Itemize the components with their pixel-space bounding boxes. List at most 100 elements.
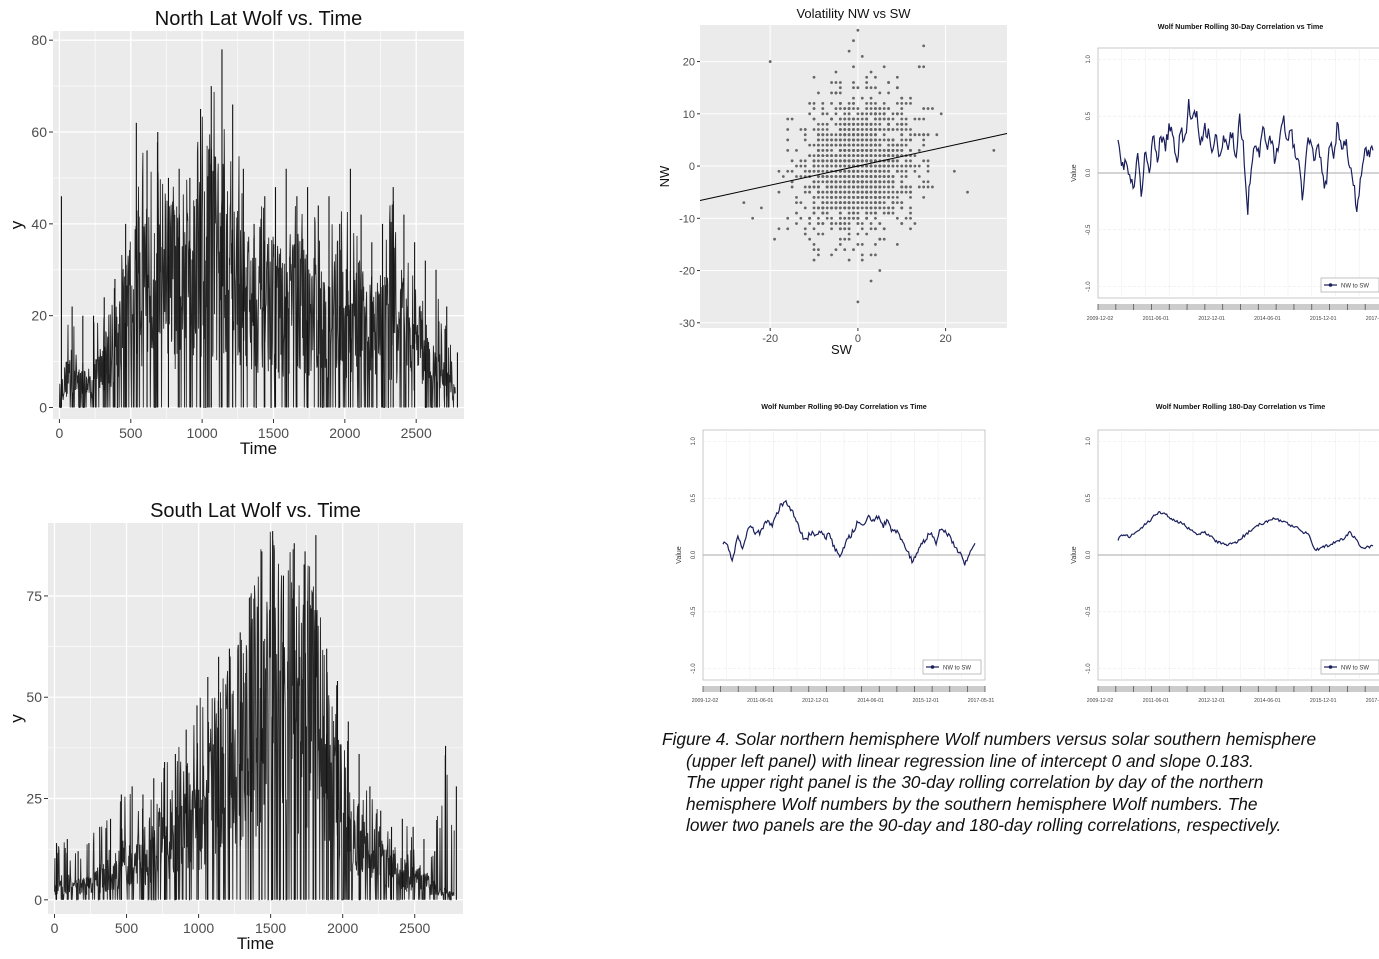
- scatter-point: [856, 243, 860, 246]
- time-range-bar: [1098, 686, 1379, 692]
- scatter-point: [878, 222, 882, 225]
- scatter-point: [865, 107, 869, 110]
- scatter-point: [865, 117, 869, 121]
- rolling-180-day-chart: -1.0 -0.5 0.0 0.5 1.0 2009-12-02 2011-06-01 201…: [1071, 402, 1379, 704]
- scatter-point: [830, 180, 833, 184]
- scatter-point: [860, 148, 864, 152]
- scatter-point: [874, 243, 877, 246]
- scatter-point: [874, 253, 877, 257]
- x-tick-label: 500: [119, 425, 143, 441]
- scatter-point: [838, 122, 842, 126]
- legend-label: NW to SW: [1341, 284, 1369, 290]
- scatter-point: [838, 101, 842, 105]
- scatter-point: [834, 248, 838, 252]
- scatter-point: [825, 201, 829, 205]
- scatter-point: [909, 227, 912, 231]
- scatter-point: [900, 185, 904, 189]
- scatter-point: [874, 169, 877, 173]
- scatter-point: [860, 117, 864, 121]
- scatter-point: [808, 143, 812, 147]
- scatter-point: [882, 154, 886, 158]
- scatter-point: [865, 175, 869, 178]
- correlation-line: [1117, 98, 1374, 215]
- scatter-point: [803, 227, 807, 231]
- scatter-point: [874, 185, 877, 189]
- scatter-point: [856, 112, 860, 116]
- scatter-point: [904, 117, 908, 121]
- scatter-point: [882, 190, 886, 194]
- scatter-point: [790, 117, 794, 121]
- y-tick-label: 0: [34, 892, 42, 908]
- scatter-point: [843, 154, 847, 158]
- scatter-point: [860, 201, 864, 205]
- scatter-point: [830, 175, 833, 178]
- scatter-point: [803, 133, 807, 137]
- scatter-point: [821, 201, 825, 205]
- scatter-point: [838, 154, 842, 158]
- scatter-point: [830, 222, 833, 225]
- scatter-point: [847, 117, 851, 121]
- scatter-point: [865, 128, 869, 131]
- y-axis-label: Value: [676, 546, 683, 563]
- scatter-point: [860, 128, 864, 131]
- scatter-point: [874, 190, 877, 194]
- y-tick-label: 0.0: [1086, 168, 1092, 177]
- scatter-point: [852, 138, 855, 142]
- scatter-point: [865, 201, 869, 205]
- scatter-point: [742, 201, 746, 205]
- x-tick-label: 2014-06-01: [1254, 698, 1281, 704]
- scatter-point: [900, 201, 904, 205]
- y-tick-label: 1.0: [691, 437, 697, 446]
- scatter-point: [904, 128, 908, 131]
- scatter-point: [895, 122, 899, 126]
- volatility-scatter-chart: -20 0 20 -30 -20 -10 0 10 20 Volatility NW vs SW S…: [657, 6, 1008, 357]
- scatter-point: [869, 222, 873, 225]
- scatter-point: [887, 195, 890, 199]
- scatter-point: [852, 133, 855, 137]
- scatter-point: [869, 148, 873, 152]
- scatter-point: [830, 91, 833, 95]
- scatter-point: [882, 117, 886, 121]
- scatter-point: [830, 138, 833, 142]
- scatter-point: [830, 117, 833, 121]
- scatter-point: [874, 180, 877, 184]
- scatter-point: [874, 138, 877, 142]
- scatter-point: [847, 133, 851, 137]
- scatter-point: [882, 133, 886, 137]
- legend-marker: [1328, 283, 1333, 287]
- scatter-point: [856, 133, 860, 137]
- scatter-point: [887, 185, 890, 189]
- scatter-point: [878, 269, 882, 272]
- scatter-point: [926, 164, 930, 168]
- scatter-point: [887, 169, 890, 173]
- scatter-point: [843, 107, 847, 110]
- scatter-point: [922, 138, 926, 142]
- x-tick-label: 0: [51, 920, 59, 936]
- scatter-point: [808, 169, 812, 173]
- scatter-point: [843, 164, 847, 168]
- caption-line-4: hemisphere Wolf numbers by the southern …: [686, 793, 1258, 814]
- scatter-point: [852, 201, 855, 205]
- scatter-point: [825, 138, 829, 142]
- scatter-point: [878, 237, 882, 241]
- x-tick-label: 2000: [329, 425, 360, 441]
- x-axis-label: Time: [237, 934, 274, 953]
- scatter-point: [887, 122, 890, 126]
- scatter-point: [865, 185, 869, 189]
- scatter-point: [838, 243, 842, 246]
- scatter-point: [860, 258, 864, 262]
- scatter-point: [900, 107, 904, 110]
- scatter-point: [786, 128, 790, 131]
- scatter-point: [795, 201, 798, 205]
- scatter-point: [909, 195, 912, 199]
- scatter-point: [786, 117, 790, 121]
- scatter-point: [887, 138, 890, 142]
- y-tick-label: -20: [679, 266, 695, 278]
- scatter-point: [773, 237, 776, 241]
- scatter-point: [856, 154, 860, 158]
- y-tick-label: 10: [683, 109, 695, 121]
- scatter-point: [900, 169, 904, 173]
- scatter-point: [812, 243, 816, 246]
- scatter-point: [878, 138, 882, 142]
- scatter-point: [803, 169, 807, 173]
